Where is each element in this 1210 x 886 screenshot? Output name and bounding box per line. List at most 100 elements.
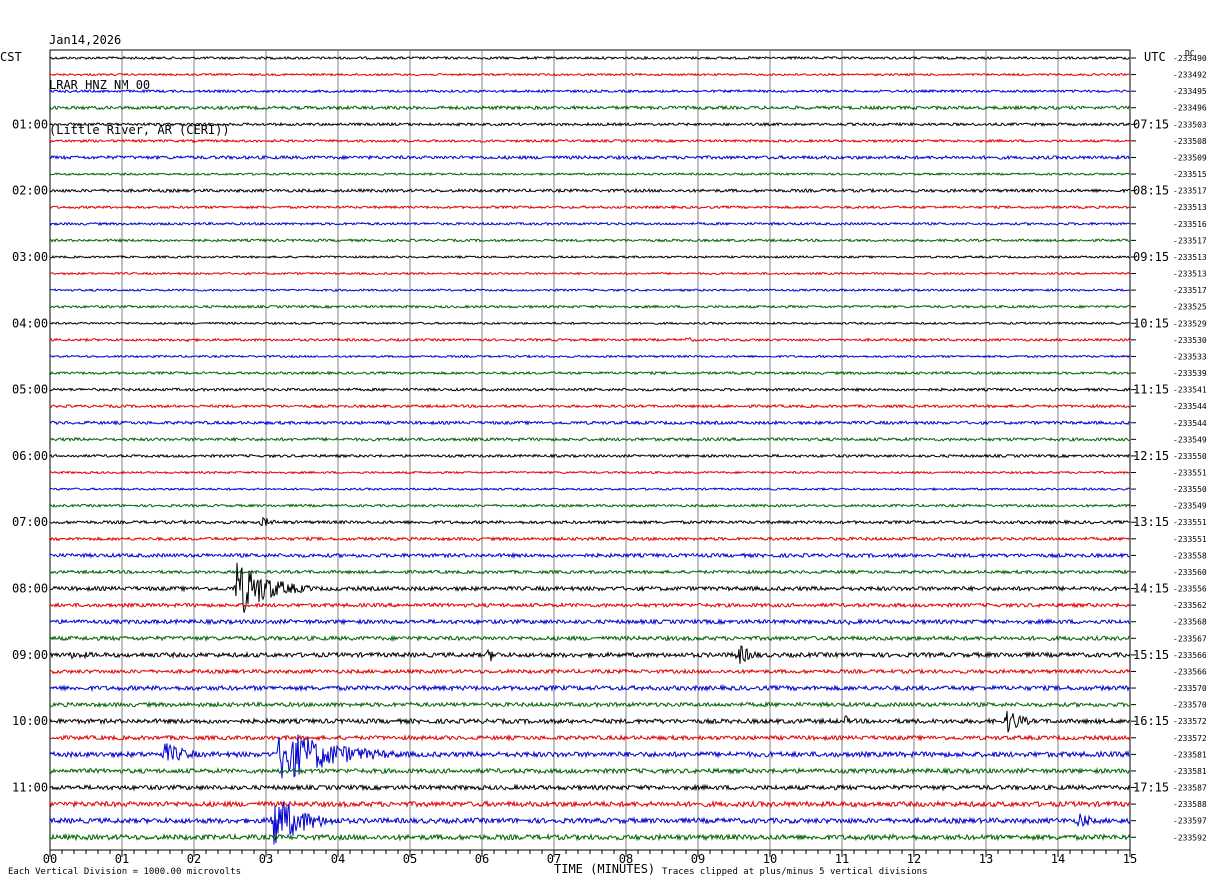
right-hour-label: 14:15: [1133, 582, 1169, 596]
trace-row: [49, 487, 1131, 492]
dc-offset-label: -233515: [1173, 170, 1207, 179]
trace-row: [49, 516, 1131, 527]
dc-offset-label: -233525: [1173, 303, 1207, 312]
x-tick-label: 13: [979, 852, 993, 866]
dc-offset-label: -233549: [1173, 435, 1207, 444]
trace-row: [49, 370, 1131, 376]
right-hour-label: 11:15: [1133, 383, 1169, 397]
dc-offset-label: -233530: [1173, 336, 1207, 345]
header-location: (Little River, AR (CERI)): [49, 123, 230, 137]
right-hour-label: 09:15: [1133, 250, 1169, 264]
x-tick-label: 10: [763, 852, 777, 866]
trace-row: [49, 354, 1131, 359]
left-hour-label: 05:00: [12, 383, 48, 397]
dc-offset-label: -233533: [1173, 352, 1207, 361]
x-tick-label: 07: [547, 852, 561, 866]
trace-row: [49, 601, 1131, 609]
trace-row: [49, 569, 1131, 576]
x-tick-label: 15: [1123, 852, 1137, 866]
dc-offset-label: -233551: [1173, 535, 1207, 544]
dc-offset-label: -233516: [1173, 220, 1207, 229]
trace-row: [49, 801, 1131, 845]
trace-row: [49, 767, 1131, 775]
trace-row: [49, 832, 1131, 842]
dc-offset-label: -233508: [1173, 137, 1207, 146]
x-tick-label: 11: [835, 852, 849, 866]
trace-row: [49, 55, 1131, 61]
dc-offset-label: -233550: [1173, 452, 1207, 461]
left-hour-label: 11:00: [12, 781, 48, 795]
right-hour-label: 07:15: [1133, 117, 1169, 131]
dc-offset-label: -233556: [1173, 585, 1207, 594]
dc-offset-label: -233572: [1173, 734, 1207, 743]
right-timezone-label: UTC: [1144, 50, 1166, 64]
x-tick-label: 09: [691, 852, 705, 866]
trace-row: [49, 783, 1131, 792]
right-hour-label: 16:15: [1133, 714, 1169, 728]
dc-offset-label: -233551: [1173, 518, 1207, 527]
dc-offset-label: -233597: [1173, 817, 1207, 826]
dc-offset-label: -233517: [1173, 236, 1207, 245]
dc-offset-label: -233517: [1173, 286, 1207, 295]
dc-offset-label: -233529: [1173, 319, 1207, 328]
x-tick-label: 12: [907, 852, 921, 866]
trace-row: [49, 254, 1131, 260]
dc-offset-label: -233517: [1173, 187, 1207, 196]
dc-offset-header: DC: [1185, 49, 1195, 58]
x-tick-label: 06: [475, 852, 489, 866]
left-hour-label: 03:00: [12, 250, 48, 264]
right-hour-label: 15:15: [1133, 648, 1169, 662]
dc-offset-label: -233560: [1173, 568, 1207, 577]
dc-offset-label: -233541: [1173, 386, 1207, 395]
trace-row: [49, 187, 1130, 194]
dc-offset-label: -233581: [1173, 767, 1207, 776]
dc-offset-label: -233503: [1173, 120, 1207, 129]
trace-row: [49, 645, 1131, 664]
dc-offset-label: -233570: [1173, 684, 1207, 693]
header-station: LRAR HNZ NM 00: [49, 78, 151, 92]
trace-row: [49, 237, 1131, 243]
trace-row: [49, 551, 1130, 559]
trace-row: [49, 453, 1131, 459]
clip-note: Traces clipped at plus/minus 5 vertical …: [662, 867, 928, 877]
dc-offset-label: -233562: [1173, 601, 1207, 610]
left-hour-label: 07:00: [12, 515, 48, 529]
dc-offset-label: -233566: [1173, 651, 1207, 660]
trace-row: [49, 436, 1131, 443]
trace-row: [49, 710, 1131, 733]
chart-header: Jan14,2026 LRAR HNZ NM 00 (Little River,…: [49, 3, 230, 153]
left-hour-label: 02:00: [12, 184, 48, 198]
trace-row: [49, 634, 1131, 643]
right-hour-label: 10:15: [1133, 316, 1169, 330]
trace-row: [49, 154, 1131, 161]
trace-row: [49, 271, 1131, 276]
trace-row: [49, 734, 1131, 742]
left-timezone-label: CST: [0, 50, 22, 64]
trace-row: [49, 204, 1131, 210]
x-tick-label: 05: [403, 852, 417, 866]
right-hour-label: 13:15: [1133, 515, 1169, 529]
trace-row: [49, 288, 1131, 293]
trace-row: [49, 403, 1131, 409]
trace-row: [49, 104, 1131, 111]
dc-offset-label: -233587: [1173, 784, 1207, 793]
trace-row: [49, 88, 1130, 94]
x-tick-label: 08: [619, 852, 633, 866]
dc-offset-label: -233544: [1173, 402, 1207, 411]
dc-offset-label: -233513: [1173, 270, 1207, 279]
left-hour-label: 09:00: [12, 648, 48, 662]
left-hour-label: 01:00: [12, 117, 48, 131]
x-axis-title: TIME (MINUTES): [554, 862, 656, 876]
dc-offset-label: -233513: [1173, 253, 1207, 262]
trace-row: [49, 700, 1131, 709]
dc-offset-label: -233509: [1173, 153, 1207, 162]
trace-row: [49, 172, 1131, 177]
dc-offset-label: -233551: [1173, 469, 1207, 478]
x-tick-label: 01: [115, 852, 129, 866]
dc-offset-label: -233581: [1173, 750, 1207, 759]
dc-offset-label: -233490: [1173, 54, 1207, 63]
x-tick-label: 03: [259, 852, 273, 866]
x-tick-label: 14: [1051, 852, 1065, 866]
trace-row: [49, 387, 1131, 393]
trace-row: [49, 503, 1131, 508]
